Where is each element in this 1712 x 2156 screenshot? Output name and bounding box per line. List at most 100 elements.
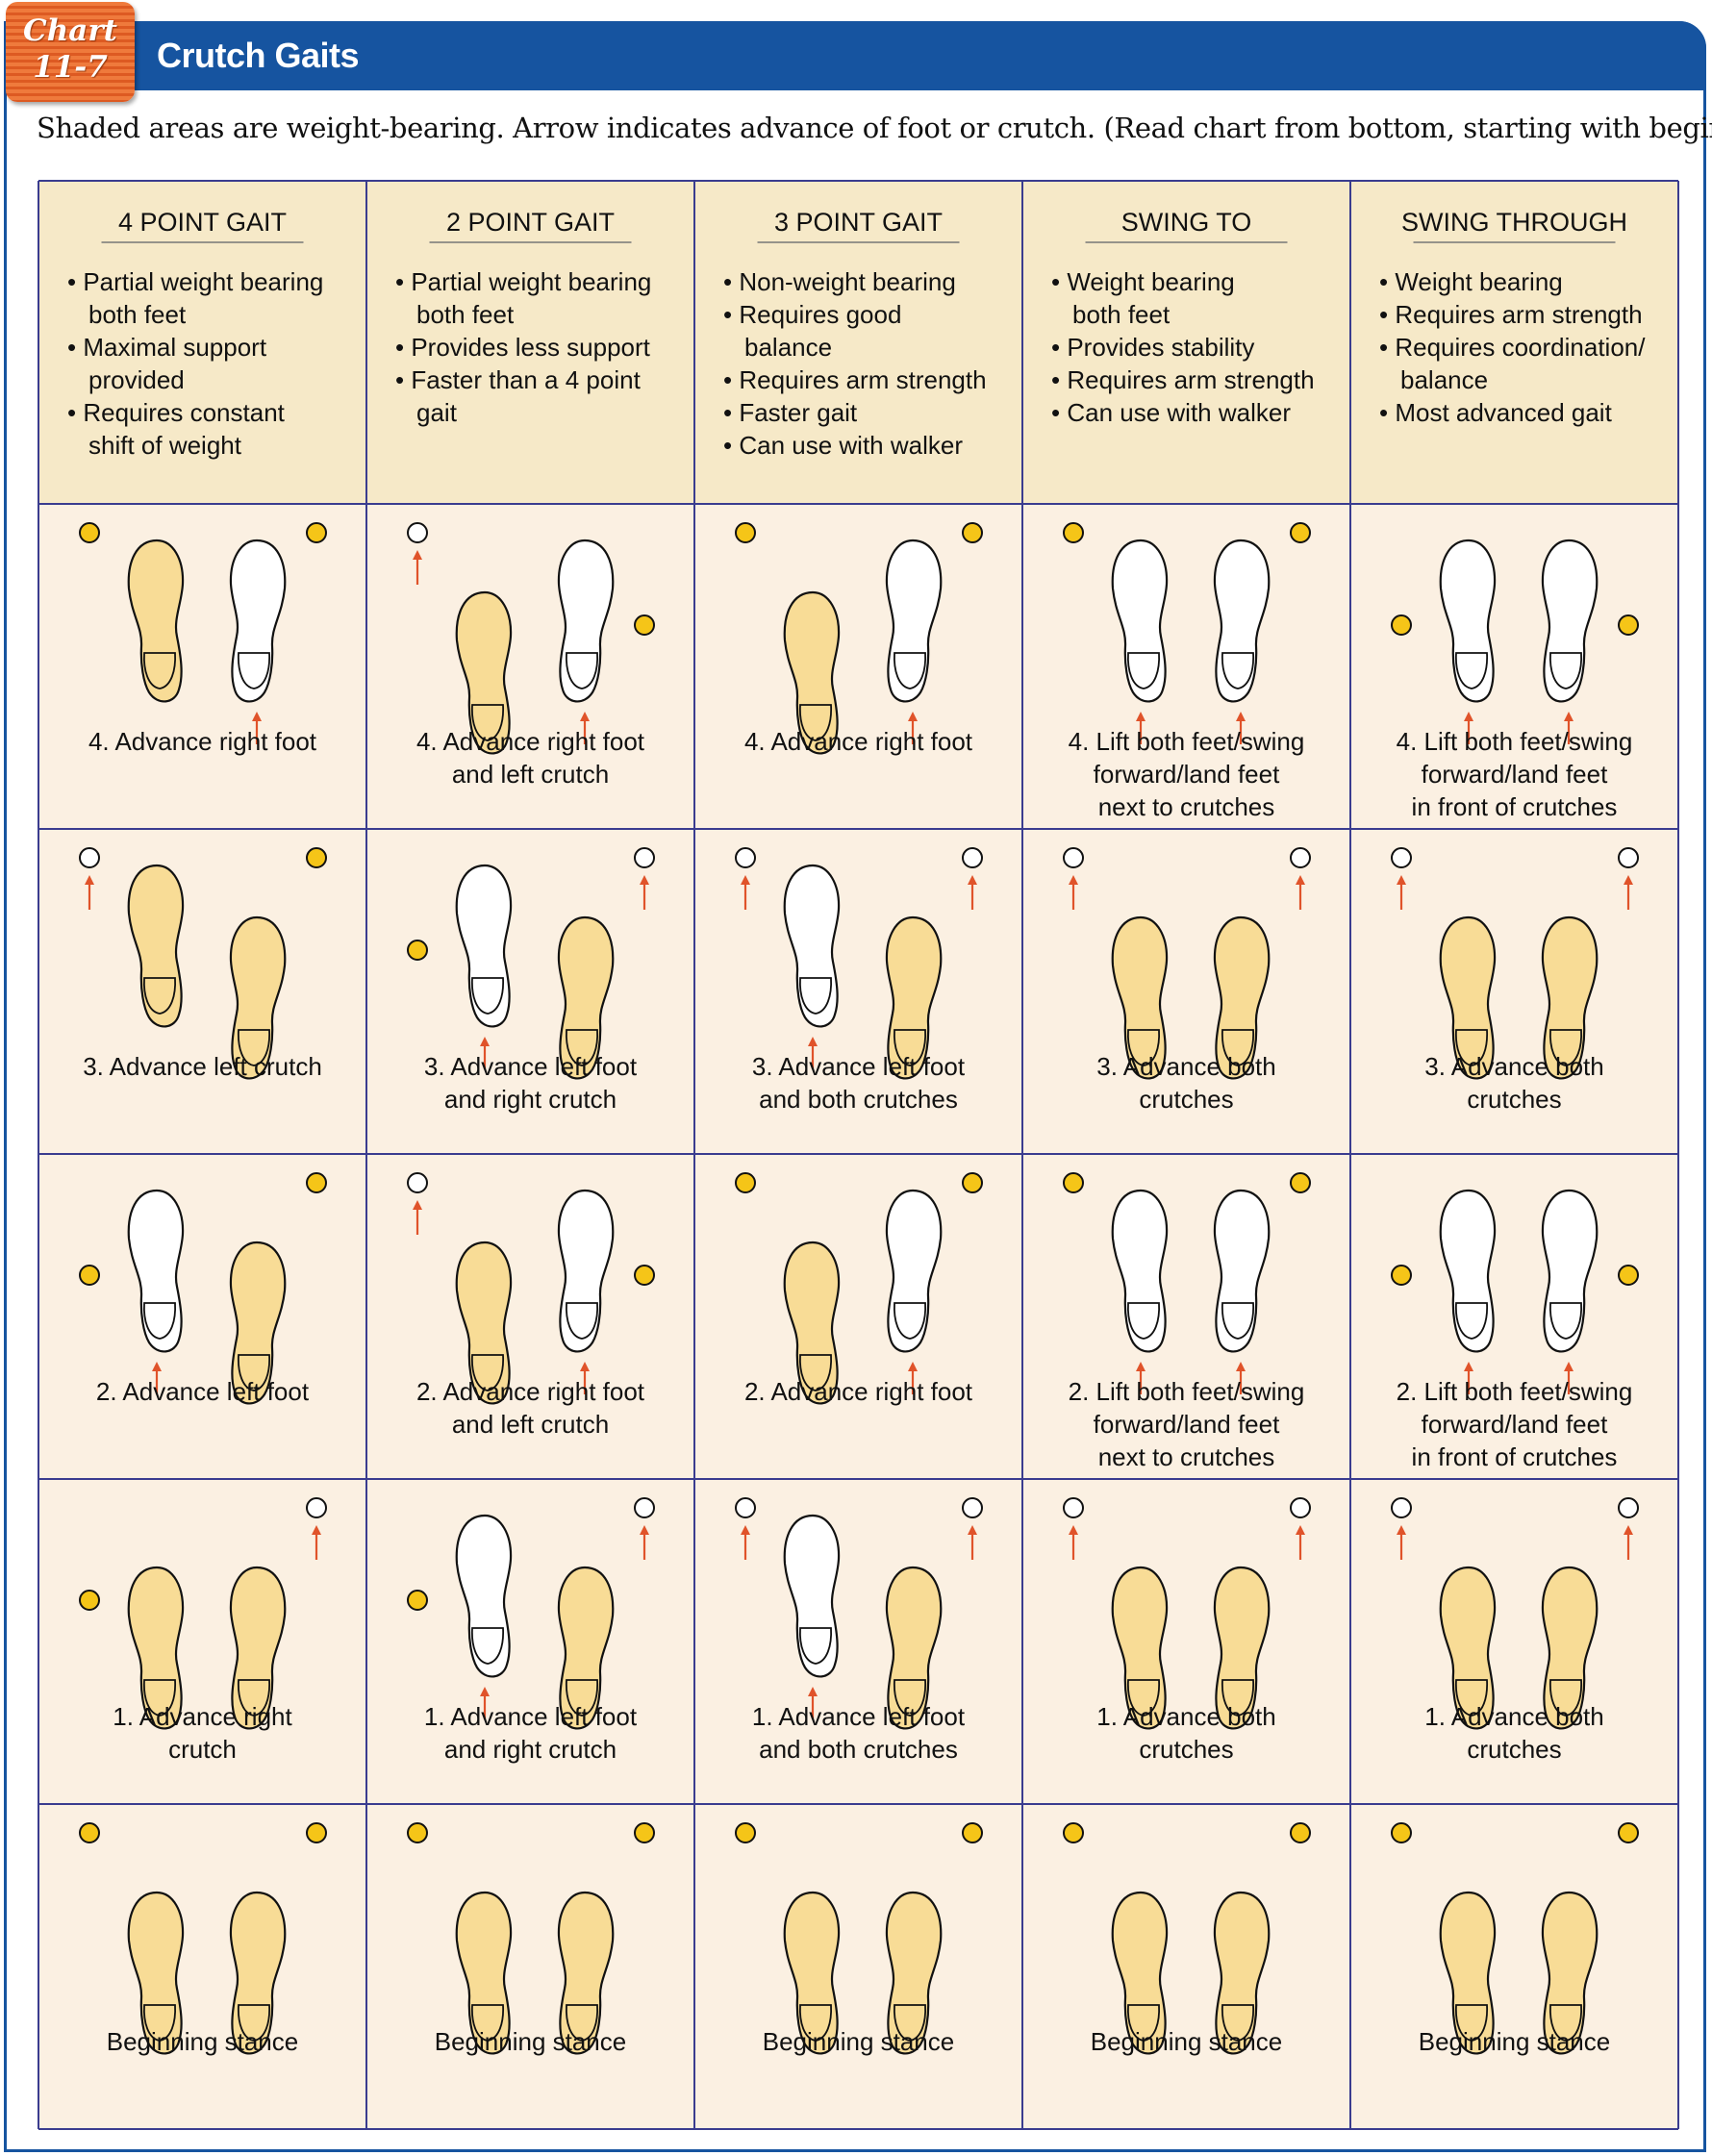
right-crutch-icon (1290, 1172, 1311, 1193)
right-foot-icon (885, 1891, 943, 2055)
step-label: and left crutch (452, 1410, 609, 1439)
gait-bullet: • Requires arm strength (723, 365, 987, 394)
advance-arrow-icon (1624, 1525, 1633, 1560)
advance-arrow-icon (413, 1200, 422, 1235)
step-label: in front of crutches (1412, 1442, 1618, 1471)
step-label: in front of crutches (1412, 792, 1618, 821)
gait-bullet: • Maximal support (67, 333, 267, 362)
gait-cell (366, 1479, 694, 1804)
right-crutch-icon (1618, 614, 1639, 636)
left-crutch-icon (1391, 1822, 1412, 1843)
left-foot-icon (127, 1189, 185, 1353)
left-foot-icon (1439, 1566, 1497, 1730)
gait-cell (1350, 1804, 1678, 2129)
advance-arrow-icon (413, 550, 422, 585)
left-crutch-icon (1063, 1172, 1084, 1193)
gait-step-step-1: 1. Advance right crutch (79, 1497, 327, 1764)
gait-step-step-4: 4. Lift both feet/swing forward/land feet… (1063, 522, 1311, 821)
advance-arrow-icon (1296, 875, 1305, 910)
gait-step-step-3: 3. Advance left crutch (79, 847, 327, 1081)
left-crutch-icon (79, 522, 100, 543)
gait-bullet: • Non-weight bearing (723, 267, 956, 296)
advance-arrow-icon (1564, 712, 1574, 744)
left-crutch-icon (1391, 847, 1412, 868)
advance-arrow-icon (1564, 1362, 1574, 1394)
advance-arrow-icon (1296, 1525, 1305, 1560)
step-label: 4. Advance right foot (88, 727, 317, 756)
gait-step-step-4: 4. Advance right foot (735, 522, 983, 756)
step-label: forward/land feet (1422, 1410, 1608, 1439)
right-crutch-icon (306, 522, 327, 543)
gait-cell (38, 1154, 366, 1479)
right-foot-icon (1541, 915, 1599, 1080)
gait-step-beginning: Beginning stance (735, 1822, 983, 2056)
right-crutch-icon (962, 522, 983, 543)
left-foot-icon (1111, 915, 1169, 1080)
step-label: 3. Advance left foot (424, 1052, 638, 1081)
right-foot-icon (885, 915, 943, 1080)
left-foot-icon (783, 1514, 841, 1678)
gait-bullet: both feet (88, 300, 187, 329)
left-foot-icon (1439, 539, 1497, 703)
gait-bullet: gait (416, 398, 458, 427)
gait-title: 4 POINT GAIT (118, 208, 287, 237)
advance-arrow-icon (1069, 875, 1078, 910)
gait-step-beginning: Beginning stance (1391, 1822, 1639, 2056)
left-crutch-icon (735, 847, 756, 868)
right-foot-icon (557, 539, 615, 703)
left-crutch-icon (735, 522, 756, 543)
step-label: crutches (1139, 1735, 1233, 1764)
right-crutch-icon (1618, 1497, 1639, 1518)
left-foot-icon (455, 1241, 513, 1405)
right-foot-icon (1213, 915, 1271, 1080)
gait-bullet: • Weight bearing (1379, 267, 1563, 296)
step-label: and both crutches (759, 1085, 958, 1114)
advance-arrow-icon (808, 1037, 818, 1069)
right-foot-icon (557, 1189, 615, 1353)
left-crutch-icon (735, 1822, 756, 1843)
gait-bullet: • Requires constant (67, 398, 286, 427)
gait-step-step-4: 4. Advance right foot (79, 522, 327, 756)
step-label: 1. Advance left foot (752, 1702, 966, 1731)
advance-arrow-icon (1464, 712, 1473, 744)
left-foot-icon (455, 590, 513, 755)
gait-step-step-2: 2. Advance right foot (735, 1172, 983, 1406)
left-crutch-icon (407, 522, 428, 543)
advance-arrow-icon (312, 1525, 321, 1560)
gait-bullet: • Can use with walker (1051, 398, 1291, 427)
left-crutch-icon (79, 1265, 100, 1286)
gait-step-beginning: Beginning stance (1063, 1822, 1311, 2056)
left-foot-icon (1439, 915, 1497, 1080)
right-crutch-icon (634, 847, 655, 868)
gait-step-step-2: 2. Advance right foot and left crutch (407, 1172, 655, 1439)
gait-cell (694, 1804, 1022, 2129)
gait-bullet: • Partial weight bearing (67, 267, 323, 296)
step-label: crutches (1467, 1735, 1561, 1764)
right-foot-icon (1541, 539, 1599, 703)
advance-arrow-icon (968, 1525, 977, 1560)
gait-bullet: provided (88, 365, 185, 394)
right-foot-icon (557, 1891, 615, 2055)
gait-title: 3 POINT GAIT (774, 208, 943, 237)
step-label: 1. Advance both (1096, 1702, 1275, 1731)
advance-arrow-icon (908, 1362, 918, 1394)
gait-bullet: both feet (1072, 300, 1171, 329)
advance-arrow-icon (1236, 712, 1246, 744)
badge-label: Chart (23, 13, 117, 48)
gait-bullet: • Partial weight bearing (395, 267, 651, 296)
gait-cell (1350, 1154, 1678, 1479)
gait-step-step-3: 3. Advance both crutches (1391, 847, 1639, 1114)
advance-arrow-icon (580, 1362, 590, 1394)
gait-bullet: • Faster gait (723, 398, 858, 427)
advance-arrow-icon (1069, 1525, 1078, 1560)
step-label: 2. Advance right foot (416, 1377, 645, 1406)
gait-title: SWING TO (1121, 208, 1252, 237)
left-foot-icon (1111, 1189, 1169, 1353)
right-foot-icon (1541, 1189, 1599, 1353)
gait-step-step-1: 1. Advance both crutches (1063, 1497, 1311, 1764)
right-crutch-icon (306, 847, 327, 868)
right-foot-icon (885, 1189, 943, 1353)
step-label: Beginning stance (1091, 2027, 1282, 2056)
left-foot-icon (1111, 1566, 1169, 1730)
